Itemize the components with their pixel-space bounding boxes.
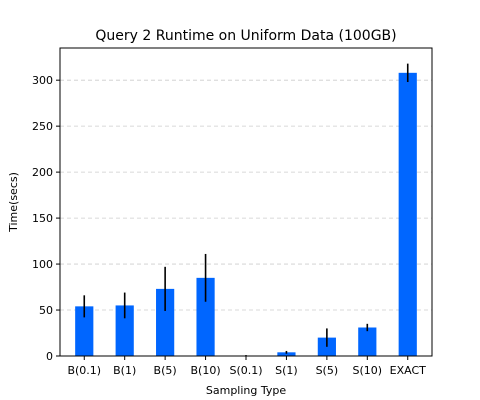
bar xyxy=(156,288,175,356)
bar xyxy=(115,305,134,356)
y-tick-label: 150 xyxy=(32,212,53,225)
bar xyxy=(196,277,215,356)
x-tick-label: EXACT xyxy=(390,364,426,377)
y-tick-label: 200 xyxy=(32,166,53,179)
y-axis-ticks: 0 50 100 150 200 250 300 xyxy=(32,74,60,363)
chart-title: Query 2 Runtime on Uniform Data (100GB) xyxy=(95,28,396,44)
y-tick-label: 100 xyxy=(32,258,53,271)
x-axis-label: Sampling Type xyxy=(206,384,286,397)
x-tick-label: S(10) xyxy=(353,364,383,377)
y-tick-label: 300 xyxy=(32,74,53,87)
bar xyxy=(75,306,94,356)
y-tick-label: 0 xyxy=(46,350,53,363)
grid-lines xyxy=(60,79,432,311)
x-tick-label: S(5) xyxy=(316,364,339,377)
bar xyxy=(398,72,417,356)
bars xyxy=(75,72,417,357)
bar xyxy=(358,327,377,356)
x-tick-label: B(5) xyxy=(154,364,177,377)
y-axis-label: Time(secs) xyxy=(7,172,20,233)
y-tick-label: 250 xyxy=(32,120,53,133)
error-bars xyxy=(83,63,409,356)
bar xyxy=(277,352,296,356)
x-tick-label: S(1) xyxy=(275,364,298,377)
x-tick-label: B(10) xyxy=(190,364,220,377)
y-tick-label: 50 xyxy=(39,304,53,317)
x-axis-ticks: B(0.1) B(1) B(5) B(10) S(0.1) S(1) S(5) S(10) EX… xyxy=(67,356,426,377)
x-tick-label: S(0.1) xyxy=(229,364,262,377)
x-tick-label: B(1) xyxy=(113,364,136,377)
x-tick-label: B(0.1) xyxy=(67,364,101,377)
